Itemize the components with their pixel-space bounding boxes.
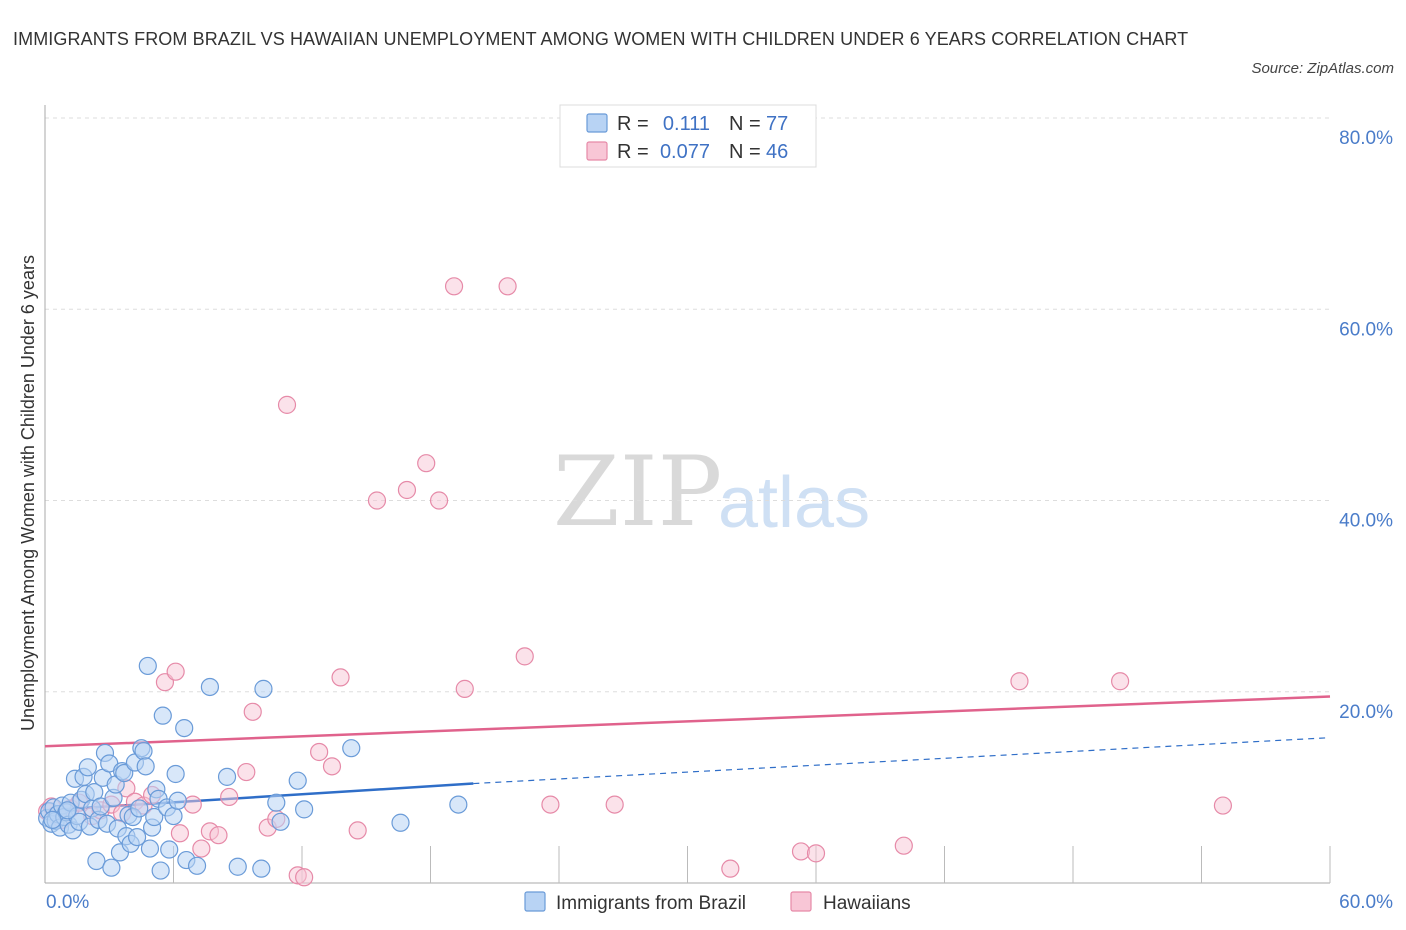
point-hawaii (310, 742, 329, 762)
legend-r-value-brazil: 0.111 (663, 113, 710, 135)
point-brazil (252, 859, 271, 878)
point-hawaii (331, 668, 350, 687)
series-legend: Immigrants from Brazil Hawaiians (524, 891, 911, 914)
point-hawaii (1010, 672, 1029, 691)
legend-swatch-hawaii (586, 141, 608, 161)
watermark: ZIP atlas (553, 436, 870, 548)
point-brazil (228, 857, 247, 876)
point-hawaii (515, 647, 534, 666)
point-hawaii (170, 824, 190, 843)
point-brazil (160, 840, 179, 859)
point-brazil (140, 839, 160, 858)
point-hawaii (322, 757, 342, 776)
point-brazil (136, 757, 155, 776)
point-brazil (138, 656, 157, 676)
point-brazil (217, 767, 237, 786)
point-brazil (153, 706, 172, 725)
point-hawaii (1111, 672, 1130, 691)
point-brazil (168, 791, 187, 810)
y-tick-label: 40.0% (1339, 511, 1393, 532)
y-tick-label: 80.0% (1339, 128, 1393, 149)
x-tick-label: 0.0% (46, 892, 89, 913)
point-hawaii (605, 795, 624, 814)
point-brazil (127, 827, 147, 847)
point-brazil (254, 679, 273, 698)
x-tick-label: 60.0% (1339, 892, 1393, 913)
point-brazil (342, 739, 361, 758)
point-brazil (164, 806, 183, 826)
point-hawaii (192, 839, 211, 858)
legend-r-value-hawaii: 0.077 (660, 141, 710, 163)
legend-n-label-hawaii: N = (729, 141, 761, 163)
series-legend-label-hawaii: Hawaiians (823, 893, 911, 914)
point-hawaii (894, 836, 913, 855)
point-hawaii (348, 821, 367, 840)
gridlines (45, 117, 1330, 693)
legend-swatch-brazil (586, 113, 608, 133)
point-hawaii (806, 844, 826, 863)
source-credit: Source: ZipAtlas.com (1251, 60, 1394, 77)
legend-n-value-hawaii: 46 (766, 141, 788, 163)
point-hawaii (455, 679, 474, 698)
point-brazil (271, 812, 290, 831)
point-hawaii (429, 491, 449, 510)
tick-labels: 20.0% 40.0% 60.0% 80.0% 0.0% 60.0% (46, 128, 1393, 913)
point-brazil (449, 795, 468, 814)
point-hawaii (791, 842, 811, 861)
point-brazil (187, 856, 207, 875)
series-legend-label-brazil: Immigrants from Brazil (556, 893, 746, 914)
legend-n-value-brazil: 77 (766, 113, 788, 135)
point-hawaii (183, 795, 202, 814)
series-legend-swatch-brazil (524, 891, 546, 912)
point-brazil (175, 718, 194, 738)
point-hawaii (417, 454, 436, 473)
point-hawaii (367, 491, 387, 510)
point-hawaii (243, 702, 262, 721)
chart-title: IMMIGRANTS FROM BRAZIL VS HAWAIIAN UNEMP… (13, 29, 1189, 49)
point-hawaii (295, 868, 314, 887)
legend-r-label-brazil: R = (617, 113, 649, 135)
y-axis-title: Unemployment Among Women with Children U… (18, 255, 38, 731)
point-hawaii (166, 662, 185, 681)
point-hawaii (209, 826, 228, 845)
trend-line-hawaii (44, 695, 1331, 748)
point-hawaii (721, 859, 740, 878)
point-brazil (295, 800, 314, 819)
point-hawaii (541, 795, 560, 814)
point-brazil (43, 810, 62, 829)
point-hawaii (397, 480, 417, 500)
point-brazil (151, 861, 170, 880)
point-hawaii (1213, 796, 1233, 815)
watermark-zip: ZIP (553, 436, 722, 548)
point-brazil (166, 764, 185, 784)
data-points (38, 277, 1233, 887)
point-brazil (87, 851, 106, 871)
point-hawaii (220, 787, 239, 807)
point-brazil (58, 801, 77, 820)
point-hawaii (277, 395, 297, 414)
trend-lines (44, 695, 1331, 812)
point-brazil (78, 758, 97, 777)
point-brazil (91, 797, 110, 816)
watermark-atlas: atlas (718, 463, 870, 543)
point-brazil (288, 771, 307, 790)
trend-line-extension-brazil (473, 737, 1331, 785)
series-legend-swatch-hawaii (790, 891, 812, 912)
point-brazil (200, 677, 220, 697)
y-tick-label: 60.0% (1339, 319, 1393, 340)
point-brazil (102, 858, 121, 877)
legend-n-label-brazil: N = (729, 113, 761, 135)
correlation-legend: R = 0.111 N = 77 R = 0.077 N = 46 (559, 104, 817, 168)
point-hawaii (237, 762, 256, 782)
point-brazil (134, 741, 153, 761)
point-brazil (130, 799, 149, 818)
point-hawaii (444, 277, 464, 296)
legend-r-label-hawaii: R = (617, 141, 649, 163)
point-brazil (391, 813, 410, 832)
point-brazil (145, 807, 164, 827)
point-hawaii (498, 277, 517, 296)
point-brazil (267, 793, 286, 812)
y-tick-label: 20.0% (1339, 702, 1393, 723)
